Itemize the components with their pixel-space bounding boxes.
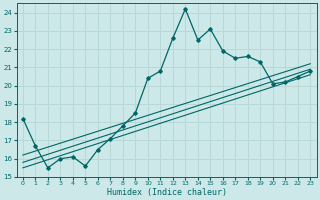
X-axis label: Humidex (Indice chaleur): Humidex (Indice chaleur) [107, 188, 227, 197]
